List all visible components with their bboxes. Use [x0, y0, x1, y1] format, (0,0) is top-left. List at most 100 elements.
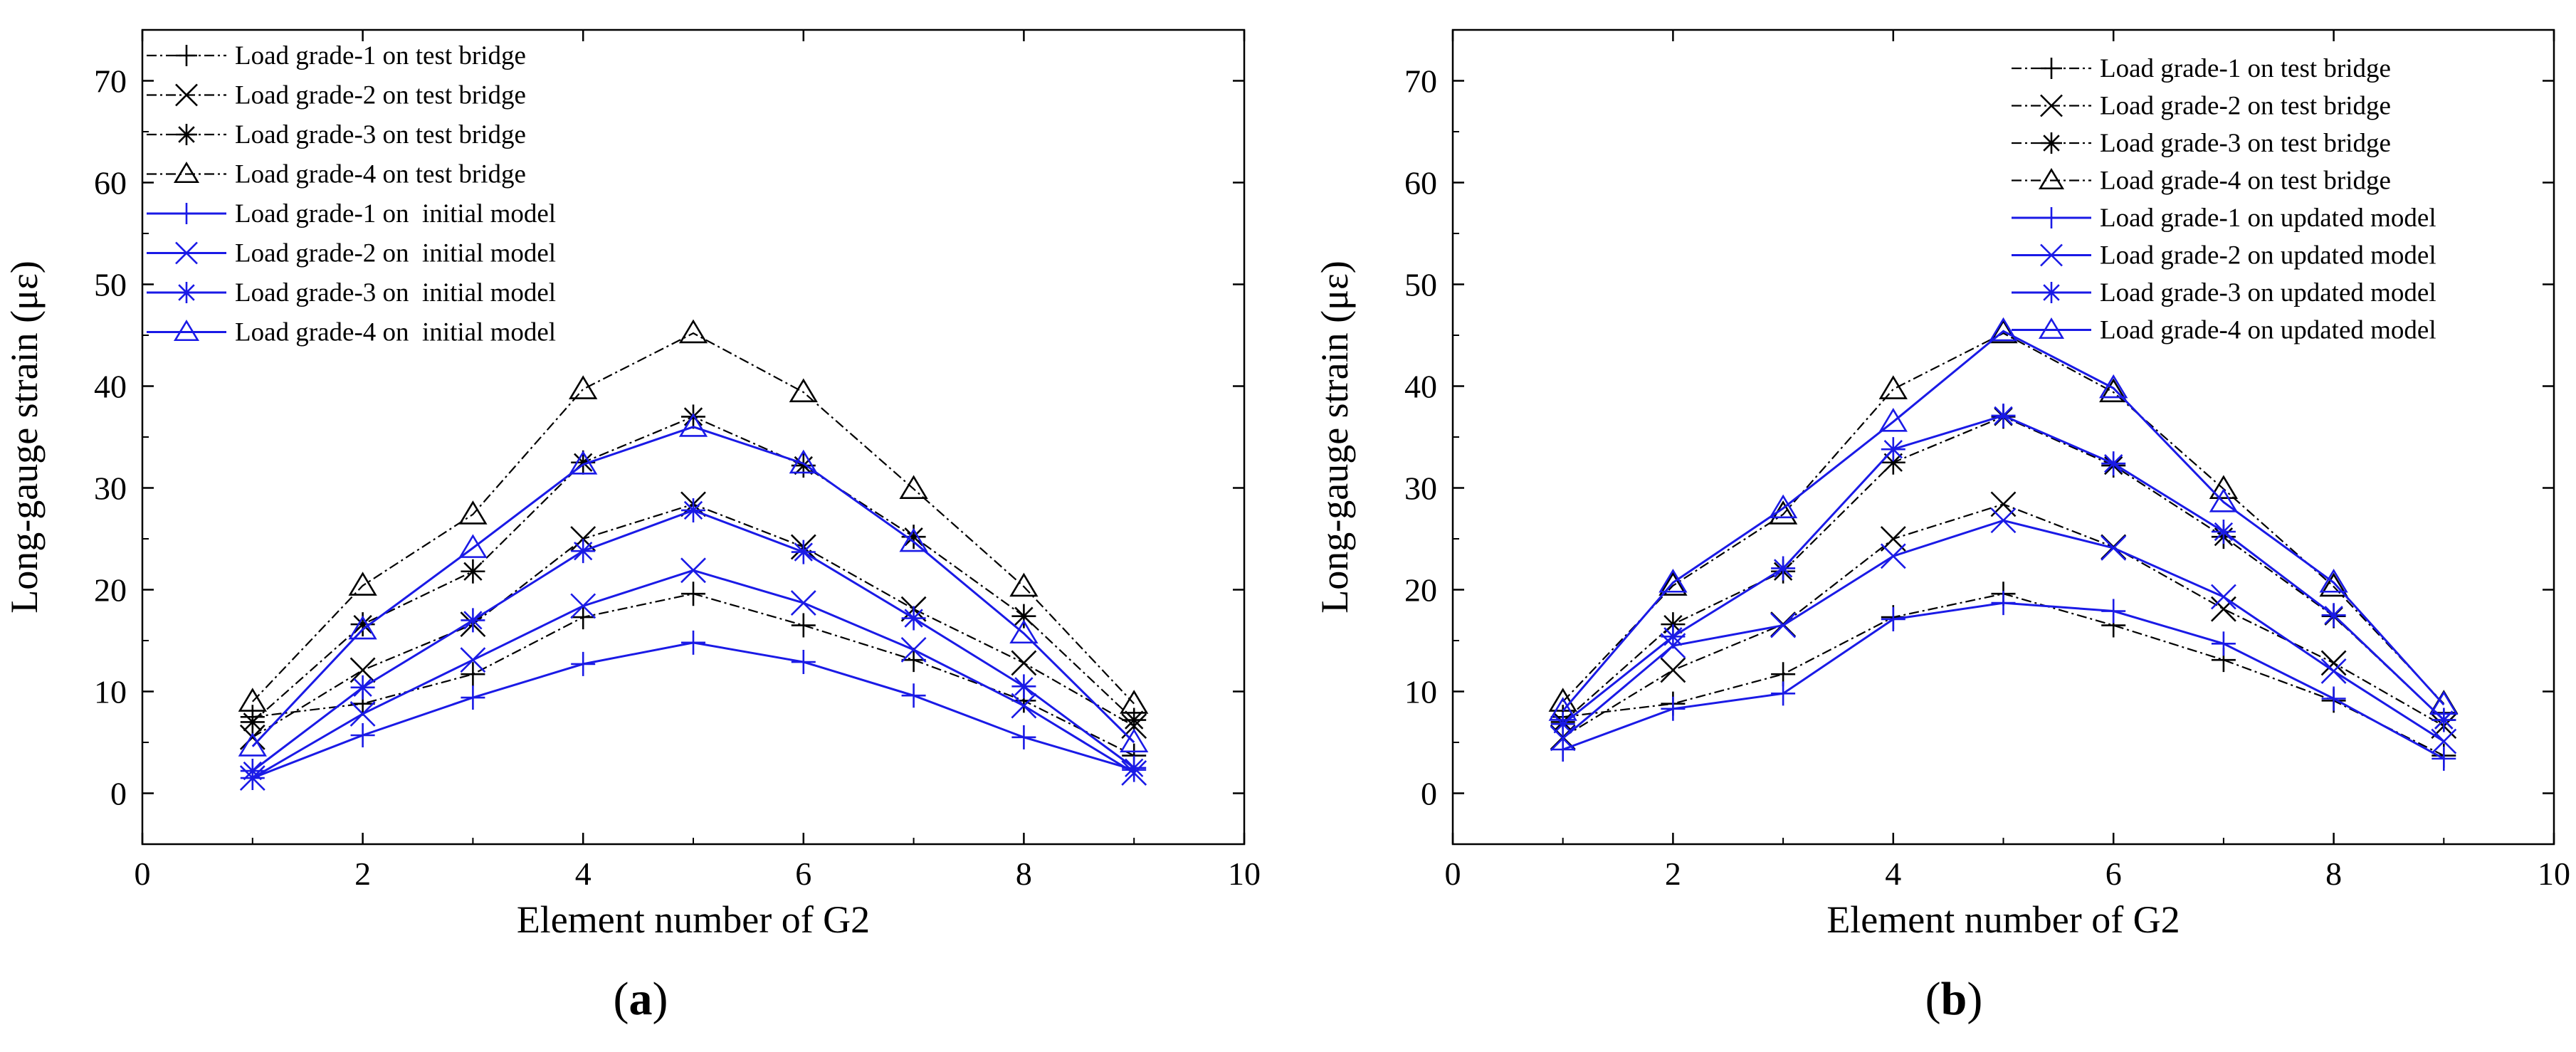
data-point-triangle	[899, 475, 928, 499]
x-tick-label: 4	[575, 856, 592, 892]
series-7	[240, 498, 1147, 784]
panel-label-letter: b	[1941, 973, 1967, 1025]
data-point-plus	[1550, 737, 1575, 762]
panel-label-paren-close: )	[1967, 973, 1982, 1025]
x-tick-label: 8	[2325, 856, 2342, 892]
data-point-star	[1550, 712, 1575, 737]
data-point-star	[1011, 604, 1036, 628]
series-8	[238, 413, 1149, 757]
legend-item: Load grade-4 on test bridge	[2012, 167, 2391, 196]
data-point-triangle	[2099, 374, 2128, 399]
data-point-plus	[681, 630, 705, 655]
data-point-star	[1011, 674, 1036, 699]
data-point-x	[1660, 657, 1686, 683]
data-point-plus	[461, 662, 485, 687]
y-tick-label: 40	[94, 369, 127, 405]
panel-label-paren-open: (	[1925, 973, 1941, 1025]
legend-item: Load grade-3 on initial model	[147, 278, 556, 307]
data-point-plus	[2101, 599, 2126, 624]
x-axis-title: Element number of G2	[517, 898, 870, 941]
data-point-star	[2432, 708, 2456, 732]
data-point-plus	[1991, 591, 2016, 616]
series-line	[251, 426, 1135, 747]
legend-marker-triangle	[173, 161, 200, 184]
legend-label: Load grade-3 on test bridge	[2100, 129, 2391, 158]
legend-item: Load grade-3 on updated model	[2012, 278, 2436, 307]
data-point-plus	[791, 613, 816, 638]
data-point-x	[349, 701, 376, 727]
data-point-star	[901, 606, 926, 631]
legend-marker-plus	[2041, 58, 2062, 79]
data-point-x	[2431, 728, 2457, 754]
data-point-triangle	[1878, 408, 1908, 432]
data-point-triangle	[2209, 488, 2239, 512]
y-tick-label: 70	[94, 63, 127, 100]
legend-item: Load grade-2 on updated model	[2012, 241, 2436, 270]
data-point-triangle	[678, 413, 708, 437]
legend: Load grade-1 on test bridge Load grade-2 …	[2012, 54, 2436, 345]
data-point-star	[461, 559, 485, 584]
x-tick-label: 0	[1445, 856, 1461, 892]
data-point-triangle	[678, 319, 708, 344]
data-point-plus	[2321, 686, 2346, 711]
data-point-x	[570, 593, 596, 619]
series-8	[1548, 317, 2459, 721]
y-tick-label: 70	[1404, 63, 1437, 100]
data-point-x	[2210, 596, 2236, 622]
legend-label: Load grade-2 on test bridge	[235, 81, 526, 110]
data-point-plus	[2211, 631, 2236, 656]
legend-item: Load grade-3 on test bridge	[147, 120, 526, 149]
legend-marker-x	[175, 241, 198, 265]
data-point-triangle	[2209, 475, 2239, 499]
data-point-star	[2101, 451, 2126, 476]
data-point-triangle	[1989, 317, 2018, 342]
data-point-star	[681, 404, 705, 429]
series-4	[1548, 319, 2459, 714]
data-point-x	[1880, 543, 1906, 569]
data-point-star	[1661, 612, 1686, 637]
data-point-plus	[1661, 696, 1686, 721]
data-point-triangle	[899, 527, 928, 552]
data-point-star	[1991, 403, 2016, 428]
data-point-plus	[350, 722, 375, 747]
legend-item: Load grade-4 on test bridge	[147, 160, 526, 189]
legend-marker-star	[176, 124, 197, 145]
legend-marker-triangle	[173, 319, 200, 342]
data-point-triangle	[238, 732, 267, 757]
x-tick-label: 6	[2106, 856, 2122, 892]
series-6	[239, 557, 1147, 791]
legend-marker-star	[2041, 282, 2062, 303]
series-line	[252, 332, 1135, 705]
data-point-star	[240, 710, 265, 735]
data-point-star	[461, 608, 485, 633]
data-point-star	[240, 759, 265, 784]
legend-item: Load grade-3 on test bridge	[2012, 129, 2391, 158]
legend-marker-plus	[176, 45, 197, 66]
data-point-x	[790, 590, 816, 616]
y-tick-label: 10	[94, 674, 127, 710]
series-4	[238, 319, 1149, 714]
data-point-plus	[1011, 725, 1036, 749]
y-tick-label: 20	[1404, 572, 1437, 609]
legend-item: Load grade-2 on initial model	[147, 239, 556, 268]
legend-label: Load grade-2 on updated model	[2100, 241, 2436, 270]
data-point-star	[350, 612, 375, 637]
y-tick-label: 0	[110, 776, 127, 812]
data-point-plus	[791, 650, 816, 675]
data-point-star	[2211, 519, 2236, 544]
data-point-plus	[1771, 681, 1796, 706]
legend: Load grade-1 on test bridge Load grade-2 …	[147, 41, 556, 347]
legend-item: Load grade-2 on test bridge	[2012, 92, 2391, 121]
legend-label: Load grade-4 on initial model	[235, 318, 556, 347]
data-point-star	[571, 539, 596, 564]
data-point-x	[2210, 584, 2236, 610]
legend-label: Load grade-1 on initial model	[235, 199, 556, 228]
legend-label: Load grade-4 on test bridge	[235, 160, 526, 189]
data-point-triangle	[1658, 568, 1688, 593]
data-point-x	[1770, 612, 1797, 638]
x-tick-label: 6	[795, 856, 811, 892]
x-tick-label: 0	[135, 856, 151, 892]
